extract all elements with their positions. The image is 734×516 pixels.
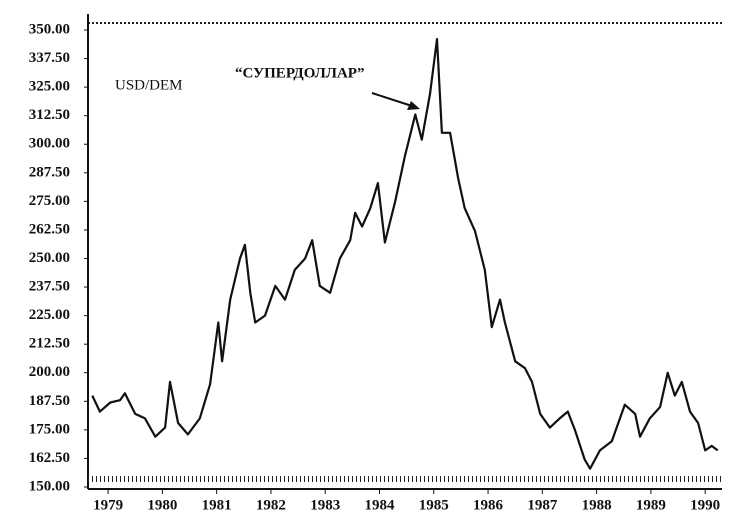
y-tick-label: 250.00 xyxy=(29,250,70,266)
y-tick-label: 225.00 xyxy=(29,307,70,323)
x-tick-label: 1989 xyxy=(636,497,666,513)
x-tick-label: 1988 xyxy=(582,497,612,513)
y-tick-label: 275.00 xyxy=(29,193,70,209)
line-series xyxy=(91,38,719,470)
x-tick-label: 1984 xyxy=(364,497,395,513)
y-tick-label: 337.50 xyxy=(29,50,70,66)
y-tick-label: 200.00 xyxy=(29,364,70,380)
x-tick-label: 1985 xyxy=(419,497,449,513)
y-tick-label: 175.00 xyxy=(29,421,70,437)
y-tick-label: 212.50 xyxy=(29,336,70,352)
y-tick-label: 312.50 xyxy=(29,107,70,123)
y-tick-label: 187.50 xyxy=(29,393,70,409)
arrow-head xyxy=(407,101,420,110)
x-tick-label: 1987 xyxy=(527,497,558,513)
x-tick-label: 1982 xyxy=(256,497,286,513)
y-tick-label: 350.00 xyxy=(29,21,70,37)
x-tick-label: 1983 xyxy=(310,497,340,513)
x-tick-label: 1979 xyxy=(93,497,123,513)
x-tick-label: 1980 xyxy=(147,497,177,513)
y-tick-label: 150.00 xyxy=(29,478,70,494)
y-tick-label: 325.00 xyxy=(29,79,70,95)
y-tick-label: 300.00 xyxy=(29,136,70,152)
arrow xyxy=(371,92,413,107)
y-tick-label: 162.50 xyxy=(29,450,70,466)
y-tick-label: 262.50 xyxy=(29,221,70,237)
x-tick-label: 1981 xyxy=(202,497,232,513)
annotation: “СУПЕРДОЛЛАР” xyxy=(235,65,364,81)
y-tick-label: 237.50 xyxy=(29,279,70,295)
y-tick-label: 287.50 xyxy=(29,164,70,180)
x-tick-label: 1986 xyxy=(473,497,504,513)
annotation: USD/DEM xyxy=(115,77,183,93)
x-tick-label: 1990 xyxy=(690,497,720,513)
